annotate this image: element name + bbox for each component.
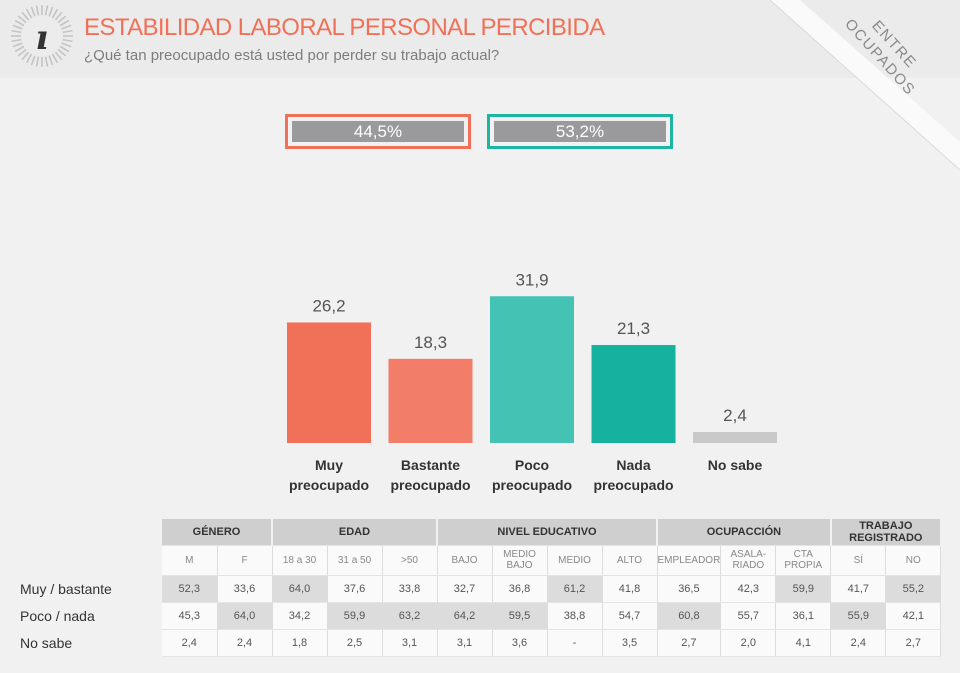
page-title: ESTABILIDAD LABORAL PERSONAL PERCIBIDA (84, 14, 605, 41)
table-corner (14, 519, 162, 545)
table-cell: 55,9 (830, 602, 887, 630)
table-cell: - (547, 629, 603, 657)
category-label: preocupado (390, 477, 470, 493)
table-corner (14, 545, 162, 575)
table-cell: 33,6 (217, 575, 273, 603)
table-cell: 3,5 (602, 629, 658, 657)
bar-value-label: 31,9 (515, 270, 548, 289)
table-cell: 2,4 (217, 629, 273, 657)
table-cell: 54,7 (602, 602, 658, 630)
logo: ı (11, 5, 73, 67)
table-cell: 64,0 (217, 602, 273, 630)
bar-value-label: 26,2 (312, 296, 345, 315)
row-label: Muy / bastante (20, 580, 112, 597)
table-cell: 64,2 (437, 602, 493, 630)
table-row: No sabe 2,4 2,4 1,8 2,5 3,1 3,1 3,6-3,5 2,7 2,0 4,… (14, 629, 942, 657)
table-cell: 59,9 (327, 602, 383, 630)
table-cell: 59,9 (775, 575, 832, 603)
column-header: F (217, 545, 273, 576)
table-cell: 36,8 (492, 575, 548, 603)
column-header: EMPLEADOR (657, 545, 722, 576)
bar (591, 345, 676, 443)
table-cell: 45,3 (162, 602, 218, 630)
table-cell: 37,6 (327, 575, 383, 603)
column-group-header: NIVEL EDUCATIVO (437, 519, 658, 546)
category-label: Poco (515, 457, 549, 473)
bar-chart: 26,2 Muy preocupado 18,3 Bastante preocupado 3… (287, 270, 777, 493)
column-header: 18 a 30 (272, 545, 328, 576)
table-cell: 41,8 (602, 575, 658, 603)
table-cell: 34,2 (272, 602, 328, 630)
column-header: CTA PROPIA (775, 545, 832, 576)
bar-value-label: 18,3 (414, 333, 447, 352)
table-cell: 55,7 (720, 602, 777, 630)
column-header: ALTO (602, 545, 658, 576)
table-row: Muy / bastante 52,3 33,6 64,0 37,6 33,8 32,7 36… (14, 575, 942, 603)
table-cell: 61,2 (547, 575, 603, 603)
column-header: >50 (382, 545, 438, 576)
table-cell: 2,5 (327, 629, 383, 657)
table-cell: 2,7 (885, 629, 942, 657)
summary-not-concerned-value: 53,2% (494, 121, 666, 142)
table-cell: 3,1 (382, 629, 438, 657)
table-cell: 41,7 (830, 575, 887, 603)
bar-value-label: 21,3 (617, 319, 650, 338)
corner-ribbon: ENTRE OCUPADOS (760, 0, 960, 170)
category-label: Muy (315, 457, 343, 473)
column-header: SÍ (830, 545, 887, 576)
category-label: preocupado (593, 477, 673, 493)
column-header: 31 a 50 (327, 545, 383, 576)
row-label: No sabe (20, 634, 73, 651)
page-subtitle: ¿Qué tan preocupado está usted por perde… (84, 47, 500, 64)
table-cell: 64,0 (272, 575, 328, 603)
table-cell: 42,1 (885, 602, 942, 630)
table-cell: 36,1 (775, 602, 832, 630)
column-group-header: OCUPACCIÓN (657, 519, 832, 546)
category-label: No sabe (708, 457, 763, 473)
svg-text:ı: ı (36, 18, 49, 58)
row-label: Poco / nada (20, 607, 95, 624)
table-row: Poco / nada 45,3 64,0 34,2 59,9 63,2 64,2 59,5 3… (14, 602, 942, 630)
bar-value-label: 2,4 (723, 406, 747, 425)
table-cell: 60,8 (657, 602, 722, 630)
table-cell: 63,2 (382, 602, 438, 630)
column-header: BAJO (437, 545, 493, 576)
column-header: M (162, 545, 218, 576)
category-label: preocupado (289, 477, 369, 493)
table-cell: 38,8 (547, 602, 603, 630)
table-cell: 2,4 (162, 629, 218, 657)
column-group-header: GÉNERO (162, 519, 273, 546)
table-cell: 32,7 (437, 575, 493, 603)
bar (287, 322, 371, 443)
bar (490, 296, 574, 443)
column-header: ASALA- RIADO (720, 545, 777, 576)
bar (388, 358, 473, 443)
table-cell: 3,6 (492, 629, 548, 657)
category-label: Bastante (401, 457, 460, 473)
table-cell: 36,5 (657, 575, 722, 603)
column-group-header: TRABAJO REGISTRADO (830, 519, 942, 546)
table-cell: 3,1 (437, 629, 493, 657)
column-group-header: EDAD (272, 519, 438, 546)
column-header: MEDIO BAJO (492, 545, 548, 576)
table-cell: 1,8 (272, 629, 328, 657)
summary-not-concerned-box: 53,2% (487, 114, 673, 149)
breakdown-table: GÉNERO EDAD NIVEL EDUCATIVO OCUPACCIÓN TRABA… (14, 519, 942, 657)
summary-concerned-value: 44,5% (292, 121, 464, 142)
table-cell: 52,3 (162, 575, 218, 603)
table-cell: 2,7 (657, 629, 722, 657)
summary-concerned-box: 44,5% (285, 114, 471, 149)
bar (693, 431, 777, 443)
column-header: MEDIO (547, 545, 603, 576)
table-cell: 4,1 (775, 629, 832, 657)
table-cell: 2,4 (830, 629, 887, 657)
category-label: preocupado (492, 477, 572, 493)
table-cell: 59,5 (492, 602, 548, 630)
table-cell: 33,8 (382, 575, 438, 603)
table-cell: 55,2 (885, 575, 942, 603)
table-cell: 2,0 (720, 629, 777, 657)
table-cell: 42,3 (720, 575, 777, 603)
column-header: NO (885, 545, 942, 576)
category-label: Nada (616, 457, 650, 473)
